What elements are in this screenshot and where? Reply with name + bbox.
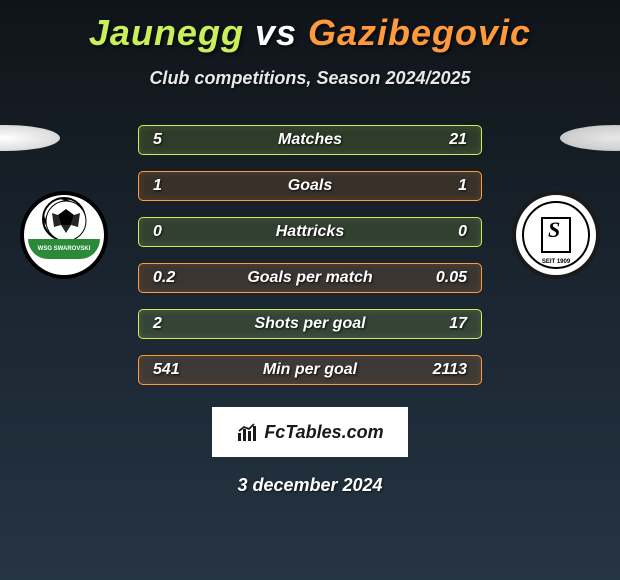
stat-row: 541Min per goal2113 [138, 355, 482, 385]
stats-column: 5Matches211Goals10Hattricks00.2Goals per… [120, 125, 500, 401]
stat-label: Shots per goal [139, 315, 481, 333]
stat-right-value: 0.05 [436, 269, 467, 287]
stat-left-value: 1 [153, 177, 162, 195]
player2-name: Gazibegovic [308, 12, 531, 53]
stat-left-value: 2 [153, 315, 162, 333]
soccer-ball-icon [42, 197, 86, 241]
stat-right-value: 1 [458, 177, 467, 195]
stat-right-value: 2113 [433, 361, 467, 379]
comparison-title: Jaunegg vs Gazibegovic [0, 0, 620, 54]
stat-label: Hattricks [139, 223, 481, 241]
club-name-banner: WSG SWAROVSKI [28, 239, 100, 259]
founding-year: SEIT 1909 [524, 259, 588, 265]
sturm-graz-crest: S SEIT 1909 [522, 201, 590, 269]
player1-name: Jaunegg [89, 12, 244, 53]
source-attribution[interactable]: FcTables.com [212, 407, 408, 457]
subtitle: Club competitions, Season 2024/2025 [0, 68, 620, 89]
shield-icon: S [541, 217, 571, 253]
stat-label: Goals per match [139, 269, 481, 287]
brand-name: FcTables.com [264, 422, 383, 443]
stat-right-value: 17 [449, 315, 467, 333]
stat-label: Min per goal [139, 361, 481, 379]
shield-letter: S [548, 217, 560, 243]
snapshot-date: 3 december 2024 [0, 475, 620, 496]
stat-label: Matches [139, 131, 481, 149]
stat-right-value: 21 [449, 131, 467, 149]
right-club-column: S SEIT 1909 [500, 125, 620, 279]
stat-left-value: 5 [153, 131, 162, 149]
stat-row: 5Matches21 [138, 125, 482, 155]
stat-left-value: 541 [153, 361, 180, 379]
stat-left-value: 0 [153, 223, 162, 241]
stat-row: 0.2Goals per match0.05 [138, 263, 482, 293]
player2-photo-placeholder [560, 125, 620, 151]
club-badge-left: WSG SWAROVSKI [20, 191, 108, 279]
stat-row: 1Goals1 [138, 171, 482, 201]
vs-label: vs [255, 12, 297, 53]
left-club-column: WSG SWAROVSKI [0, 125, 120, 279]
main-content: WSG SWAROVSKI 5Matches211Goals10Hattrick… [0, 125, 620, 401]
chart-icon [236, 421, 258, 443]
stat-label: Goals [139, 177, 481, 195]
stat-right-value: 0 [458, 223, 467, 241]
stat-row: 0Hattricks0 [138, 217, 482, 247]
club-badge-right: S SEIT 1909 [512, 191, 600, 279]
stat-row: 2Shots per goal17 [138, 309, 482, 339]
wsg-swarovski-crest: WSG SWAROVSKI [34, 205, 94, 265]
player1-photo-placeholder [0, 125, 60, 151]
stat-left-value: 0.2 [153, 269, 175, 287]
